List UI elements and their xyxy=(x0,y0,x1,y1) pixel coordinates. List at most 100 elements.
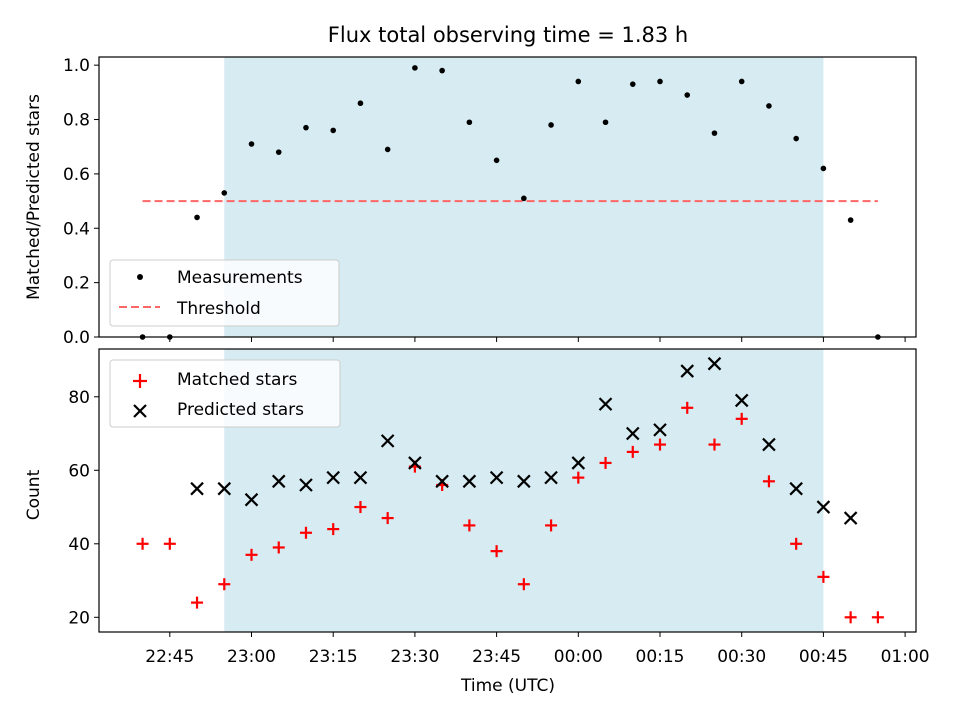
measurement-point xyxy=(384,146,391,153)
predicted-star-point xyxy=(625,426,640,441)
matched-star-point xyxy=(218,578,231,591)
predicted-star-point xyxy=(734,393,749,408)
top-markers xyxy=(139,65,881,340)
bottom-axes-frame xyxy=(98,348,917,633)
bottom-legend: Matched stars Predicted stars xyxy=(109,359,341,428)
matched-star-point xyxy=(327,523,340,536)
matched-star-point xyxy=(599,456,612,469)
predicted-star-point xyxy=(653,423,667,437)
bottom-legend-box xyxy=(109,359,341,428)
measurement-point xyxy=(602,119,609,126)
predicted-star-stroke xyxy=(571,456,586,470)
measurement-point xyxy=(248,141,255,147)
matched-star-point xyxy=(463,519,476,532)
predicted-star-stroke xyxy=(762,437,776,452)
chart-title: Flux total observing time = 1.83 h xyxy=(328,23,688,47)
x-tick-label: 23:30 xyxy=(390,647,439,667)
measurement-point xyxy=(275,149,282,155)
bottom-panel: 22:45 23:00 23:15 23:30 23:45 00:00 00:15 00:30… xyxy=(24,348,930,696)
top-y-tick-label: 0.8 xyxy=(63,111,90,131)
predicted-star-stroke xyxy=(244,492,259,507)
predicted-star-point xyxy=(190,481,204,496)
matched-star-point xyxy=(490,545,503,558)
predicted-star-stroke xyxy=(816,500,831,514)
predicted-star-stroke xyxy=(408,456,422,470)
predicted-star-stroke xyxy=(489,470,504,485)
predicted-star-stroke xyxy=(653,423,667,437)
measurement-point xyxy=(439,67,445,74)
top-legend: Measurements Threshold xyxy=(109,259,340,327)
measurement-point xyxy=(194,214,200,221)
top-y-tick-label: 1.0 xyxy=(63,56,90,76)
bottom-markers xyxy=(136,356,884,624)
predicted-star-point xyxy=(244,492,259,507)
predicted-star-point xyxy=(380,434,395,448)
matched-star-point xyxy=(790,537,803,550)
matched-star-point xyxy=(517,578,530,591)
predicted-star-stroke xyxy=(271,474,286,489)
matched-star-point xyxy=(844,611,857,624)
measurement-point xyxy=(575,78,582,85)
measurement-point xyxy=(303,124,309,131)
measurement-point xyxy=(412,65,418,71)
measurement-point xyxy=(493,157,500,164)
predicted-star-stroke xyxy=(353,470,368,485)
predicted-star-point xyxy=(789,481,803,496)
x-tick-label: 23:15 xyxy=(309,647,358,667)
predicted-star-stroke xyxy=(707,356,722,371)
bottom-y-ticks: 20 40 60 80 xyxy=(68,388,99,628)
bottom-y-tick-label: 40 xyxy=(68,535,90,555)
bottom-y-tick-label: 60 xyxy=(68,461,90,481)
x-tick-label: 00:15 xyxy=(636,647,685,667)
x-tick-label: 01:00 xyxy=(881,647,930,667)
matched-star-point xyxy=(626,445,639,458)
predicted-star-point xyxy=(680,364,695,378)
measurement-point xyxy=(684,92,691,98)
top-y-axis-label: Matched/Predicted stars xyxy=(24,94,44,300)
matched-star-point xyxy=(572,471,585,484)
predicted-star-point xyxy=(271,474,286,489)
predicted-star-stroke xyxy=(734,393,749,408)
measurement-point xyxy=(466,119,473,126)
predicted-star-stroke xyxy=(680,364,695,378)
matched-star-point xyxy=(299,526,312,539)
measurements-legend-label: Measurements xyxy=(177,268,303,288)
matched-legend-label: Matched stars xyxy=(177,370,297,390)
predicted-legend-marker xyxy=(133,404,147,418)
matched-star-point xyxy=(735,412,748,425)
predicted-star-point xyxy=(217,481,232,496)
x-tick-label: 22:45 xyxy=(145,647,194,667)
measurement-point xyxy=(738,78,745,85)
predicted-star-stroke xyxy=(380,434,395,448)
predicted-star-stroke xyxy=(217,481,232,496)
matched-legend-marker xyxy=(133,374,147,388)
predicted-star-stroke xyxy=(190,481,204,496)
x-tick-label: 23:45 xyxy=(472,647,521,667)
measurement-point xyxy=(629,81,636,87)
measurement-point xyxy=(820,165,827,172)
threshold-legend-label: Threshold xyxy=(176,299,261,319)
matched-star-point xyxy=(163,537,176,550)
predicted-star-stroke xyxy=(598,397,613,411)
top-legend-box xyxy=(109,259,340,327)
measurement-point xyxy=(357,100,364,107)
predicted-star-point xyxy=(326,470,340,485)
x-tick-label: 23:00 xyxy=(227,647,276,667)
predicted-star-stroke xyxy=(625,426,640,441)
bottom-y-axis-label: Count xyxy=(24,469,44,520)
x-tick-label: 00:30 xyxy=(717,647,766,667)
measurement-point xyxy=(711,130,718,136)
top-y-tick-label: 0.2 xyxy=(63,274,90,294)
x-axis-label: Time (UTC) xyxy=(460,676,555,696)
predicted-star-point xyxy=(544,470,558,485)
predicted-star-stroke xyxy=(789,481,803,496)
measurement-point xyxy=(330,127,337,134)
matched-star-point xyxy=(708,438,721,451)
matched-star-point xyxy=(681,401,694,414)
bottom-y-tick-label: 80 xyxy=(68,388,90,408)
predicted-star-point xyxy=(489,470,504,485)
matched-star-point xyxy=(354,501,367,514)
measurement-point xyxy=(657,78,663,85)
predicted-star-point xyxy=(762,437,776,452)
